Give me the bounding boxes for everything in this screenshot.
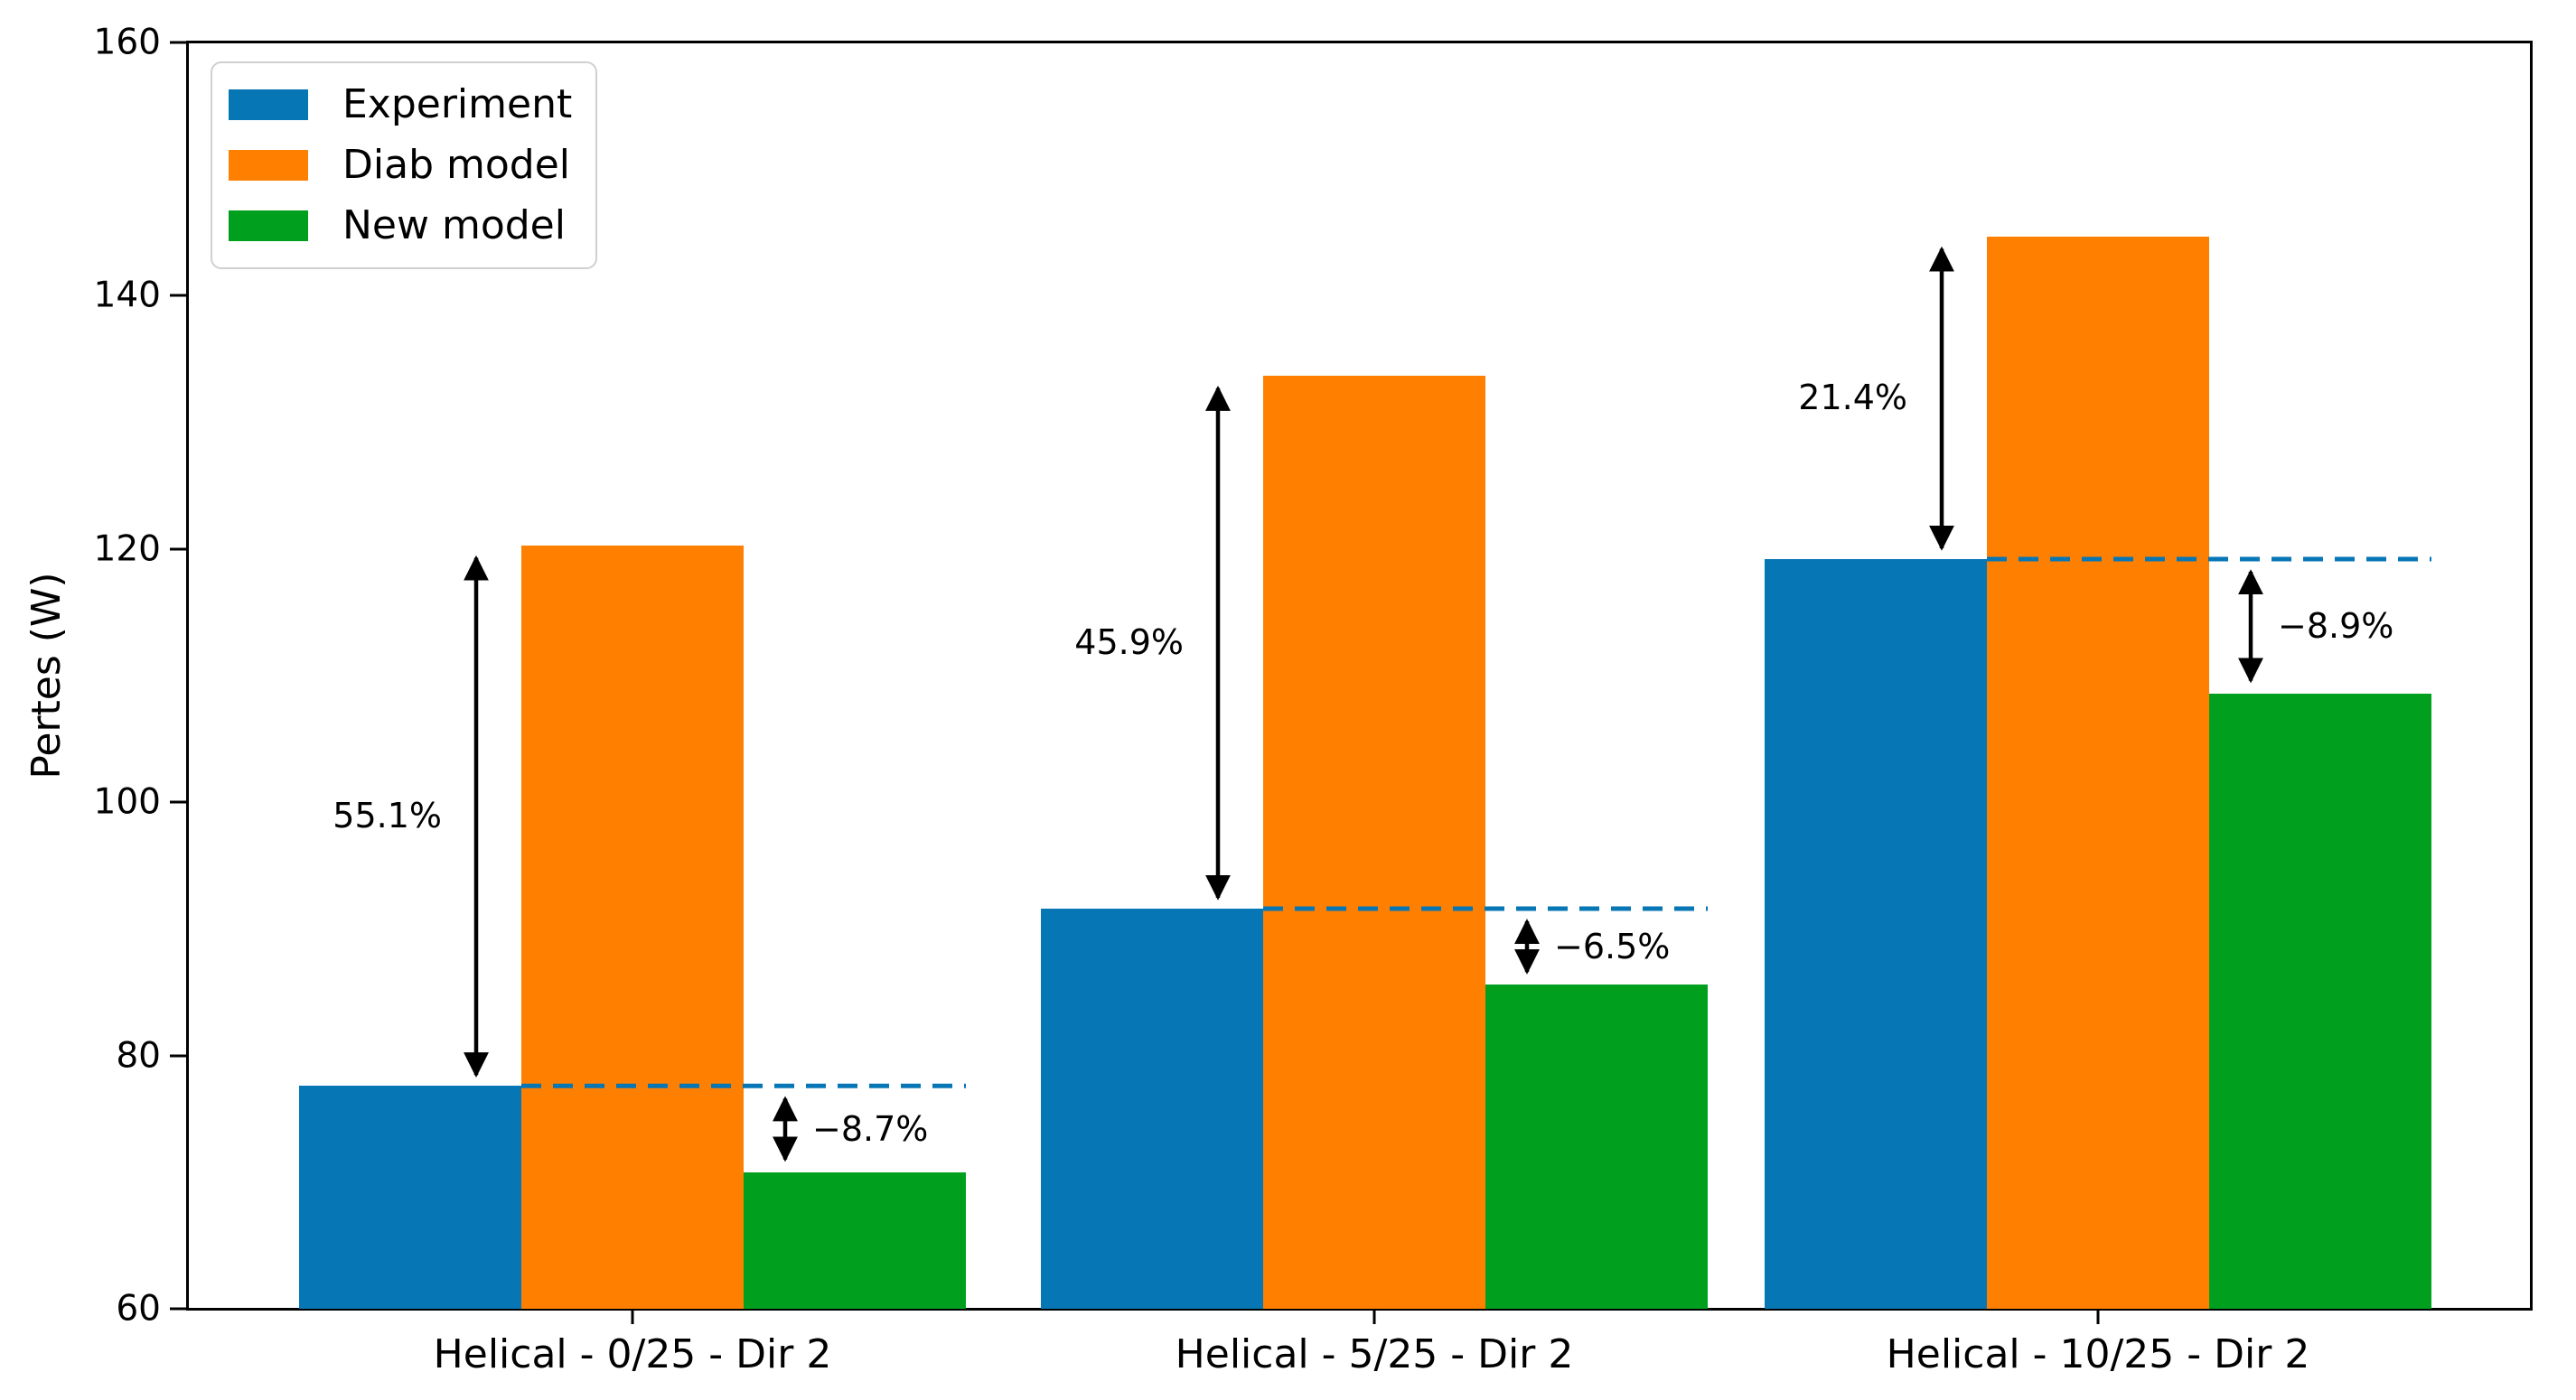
bar-experiment-group1 (1041, 908, 1263, 1309)
new-vs-experiment-label: −8.7% (812, 1108, 929, 1149)
y-tick-mark (170, 800, 186, 804)
diab-vs-experiment-label: 55.1% (333, 795, 442, 835)
legend-swatch-diab-model (229, 150, 308, 181)
x-tick-label: Helical - 10/25 - Dir 2 (1886, 1331, 2310, 1377)
legend-label: New model (342, 202, 566, 248)
plot-area (186, 41, 2533, 1311)
y-tick-label: 140 (93, 275, 161, 316)
x-tick-label: Helical - 0/25 - Dir 2 (433, 1331, 832, 1377)
y-tick-mark (170, 547, 186, 551)
y-tick-mark (170, 41, 186, 44)
bar-experiment-group0 (299, 1086, 521, 1309)
y-tick-label: 100 (93, 781, 161, 823)
y-axis-title: Pertes (W) (23, 572, 70, 779)
bar-diab-model-group1 (1263, 375, 1485, 1309)
bar-experiment-group2 (1765, 559, 1987, 1309)
diab-vs-experiment-label: 21.4% (1798, 378, 1907, 418)
bar-new-model-group1 (1485, 985, 1708, 1309)
x-tick-mark (1372, 1311, 1376, 1324)
legend-swatch-experiment (229, 89, 308, 120)
y-tick-label: 120 (93, 528, 161, 570)
legend-swatch-new-model (229, 210, 308, 241)
y-tick-mark (170, 1307, 186, 1311)
diab-vs-experiment-label: 45.9% (1074, 621, 1184, 662)
legend-label: Experiment (342, 81, 573, 127)
x-tick-label: Helical - 5/25 - Dir 2 (1175, 1331, 1574, 1377)
y-tick-mark (170, 1054, 186, 1058)
bar-new-model-group0 (744, 1171, 966, 1309)
legend-entry-new-model: New model (229, 202, 572, 249)
bar-diab-model-group0 (521, 545, 744, 1309)
bar-new-model-group2 (2209, 693, 2431, 1309)
legend-label: Diab model (342, 142, 570, 188)
legend-entry-experiment: Experiment (229, 81, 572, 128)
legend-entry-diab-model: Diab model (229, 142, 572, 189)
legend: Experiment Diab model New model (211, 61, 598, 269)
y-tick-label: 60 (116, 1288, 161, 1330)
bar-diab-model-group2 (1987, 236, 2209, 1309)
y-tick-mark (170, 294, 186, 297)
x-tick-mark (631, 1311, 634, 1324)
x-tick-mark (2096, 1311, 2100, 1324)
y-tick-label: 80 (116, 1035, 161, 1077)
y-tick-label: 160 (93, 22, 161, 63)
new-vs-experiment-label: −8.9% (2278, 606, 2394, 647)
new-vs-experiment-label: −6.5% (1554, 927, 1671, 967)
